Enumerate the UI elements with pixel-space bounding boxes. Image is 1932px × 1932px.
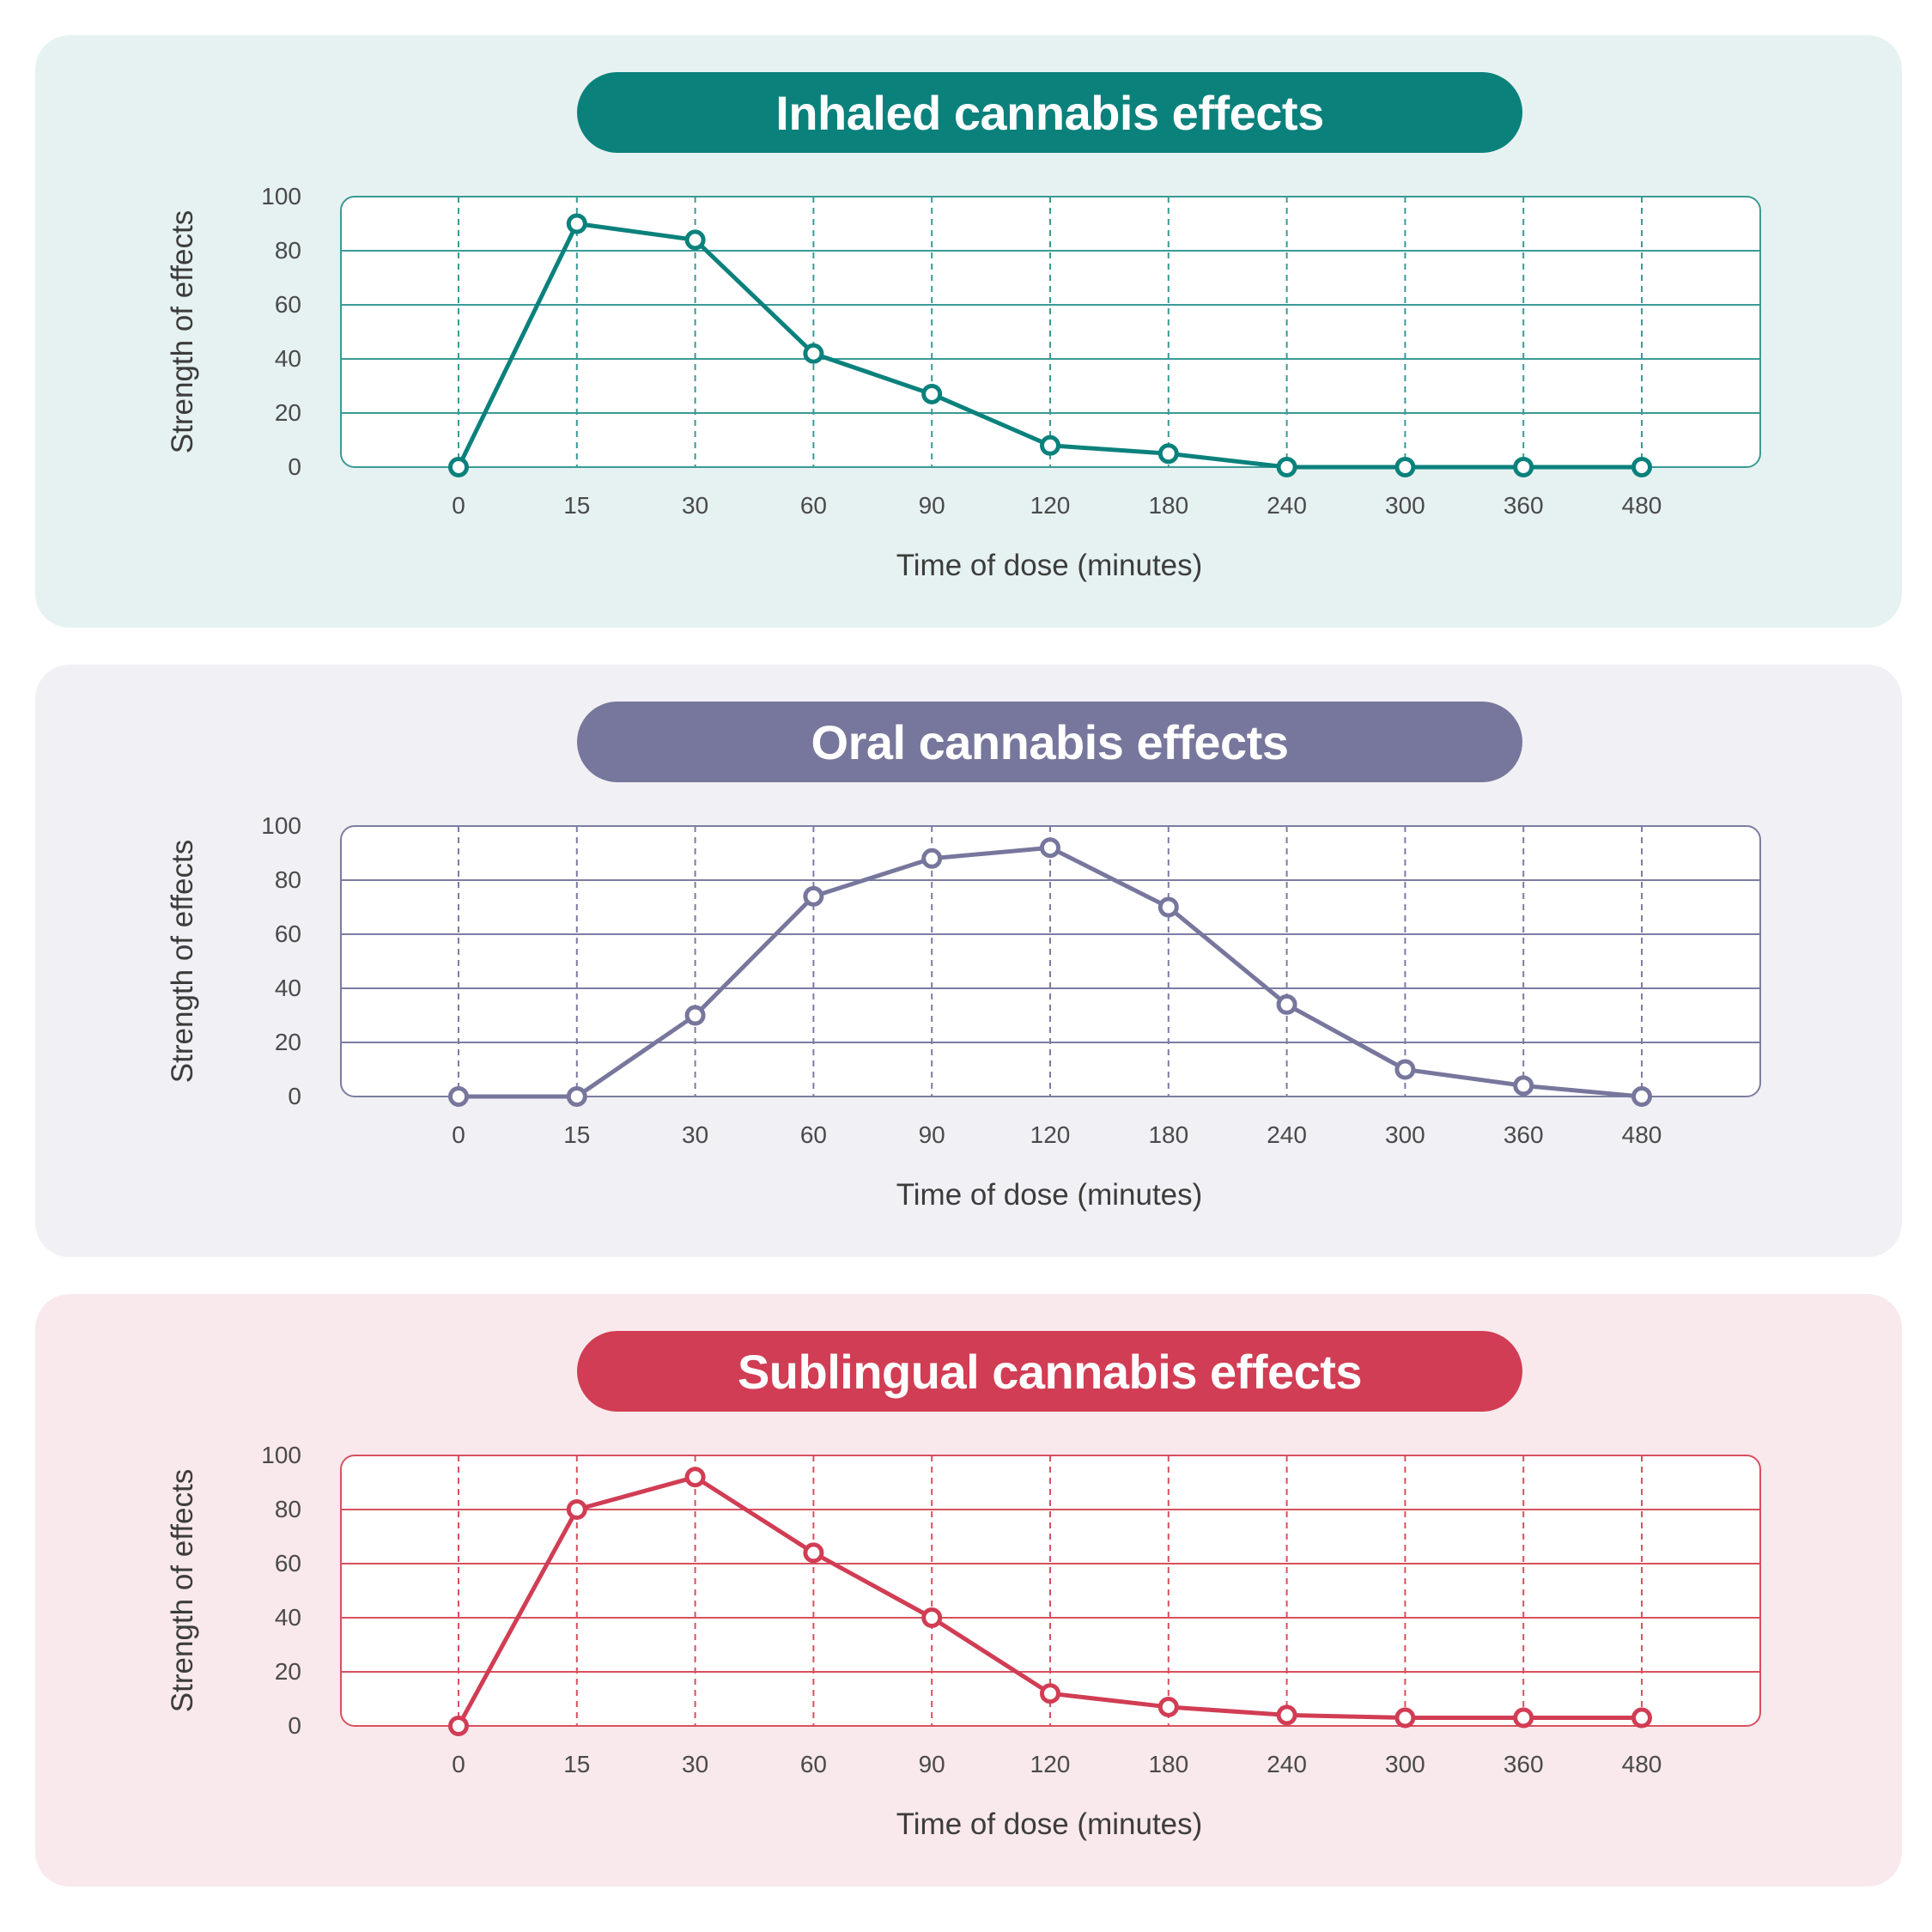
y-tick-label: 60 <box>275 920 301 947</box>
y-tick-label: 40 <box>275 1604 301 1631</box>
x-tick-label: 360 <box>1504 492 1544 519</box>
data-point <box>684 1467 706 1488</box>
x-tick-label: 60 <box>800 492 827 519</box>
x-tick-label: 360 <box>1504 1121 1544 1148</box>
x-tick-label: 0 <box>452 1121 465 1148</box>
y-tick-label: 80 <box>275 1496 301 1522</box>
y-tick-label: 60 <box>275 291 301 318</box>
data-point <box>1157 896 1179 918</box>
x-tick-label: 180 <box>1148 1751 1188 1777</box>
inhaled-line-chart: 0 20 40 60 80 100 0 15 30 60 90 120 180 240 300 360 480 T… <box>166 183 1761 582</box>
x-axis-label: Time of dose (minutes) <box>896 1178 1203 1212</box>
data-point <box>448 1716 469 1736</box>
data-point <box>684 229 706 251</box>
y-tick-label: 20 <box>275 1029 301 1055</box>
y-tick-label: 100 <box>261 1442 301 1468</box>
data-point <box>1157 443 1179 465</box>
data-point <box>1157 1696 1179 1717</box>
y-axis-label: Strength of effects <box>166 1469 199 1712</box>
data-point <box>1394 1707 1416 1728</box>
data-point <box>803 343 824 364</box>
data-point <box>1040 1683 1060 1704</box>
chart-title: Inhaled cannabis effects <box>577 72 1522 153</box>
x-tick-label: 180 <box>1148 492 1188 519</box>
oral-chart-panel: Oral cannabis effects 0 20 40 60 80 100 0 15 30 6… <box>35 665 1902 1257</box>
x-tick-label: 120 <box>1030 1121 1071 1148</box>
y-tick-label: 100 <box>261 183 301 210</box>
x-tick-label: 300 <box>1385 492 1425 519</box>
x-tick-label: 15 <box>563 1751 590 1777</box>
y-tick-label: 0 <box>288 1083 301 1109</box>
y-tick-label: 20 <box>275 1658 301 1685</box>
x-tick-label: 90 <box>919 1751 945 1777</box>
y-tick-label: 60 <box>275 1550 301 1577</box>
oral-line-chart: 0 20 40 60 80 100 0 15 30 60 90 120 180 240 300 360 480 T… <box>166 812 1761 1212</box>
data-point <box>1040 434 1060 456</box>
x-tick-label: 240 <box>1267 1751 1307 1777</box>
data-point <box>921 848 943 869</box>
data-point <box>566 1499 587 1520</box>
x-tick-label: 480 <box>1622 492 1662 519</box>
data-point <box>566 1086 587 1107</box>
data-point <box>1040 837 1060 859</box>
sublingual-line-chart: 0 20 40 60 80 100 0 15 30 60 90 120 180 240 300 360 480 T… <box>166 1442 1761 1841</box>
x-tick-label: 60 <box>800 1751 827 1777</box>
y-tick-label: 0 <box>288 453 301 480</box>
x-tick-label: 180 <box>1148 1121 1188 1148</box>
x-tick-label: 0 <box>452 492 465 519</box>
data-point <box>1276 993 1297 1015</box>
sublingual-chart-panel: Sublingual cannabis effects 0 20 40 60 80 100… <box>35 1294 1902 1886</box>
x-tick-label: 30 <box>682 1121 708 1148</box>
data-point <box>1276 1704 1297 1726</box>
data-point <box>448 457 469 477</box>
data-point <box>1513 457 1534 477</box>
data-point <box>1631 457 1652 477</box>
data-point <box>803 1542 824 1564</box>
x-tick-label: 15 <box>563 1121 590 1148</box>
data-point <box>1631 1707 1652 1728</box>
x-axis-label: Time of dose (minutes) <box>896 549 1203 582</box>
y-tick-label: 20 <box>275 399 301 426</box>
data-point <box>921 383 943 404</box>
x-tick-label: 90 <box>919 1121 945 1148</box>
data-point <box>684 1005 706 1026</box>
y-tick-label: 40 <box>275 975 301 1001</box>
x-tick-label: 240 <box>1267 492 1307 519</box>
y-tick-label: 100 <box>261 812 301 839</box>
inhaled-chart-panel: Inhaled cannabis effects 0 20 40 60 80 100 0 15… <box>35 35 1902 628</box>
x-tick-label: 360 <box>1504 1751 1544 1777</box>
x-tick-label: 300 <box>1385 1751 1425 1777</box>
x-tick-label: 60 <box>800 1121 827 1148</box>
x-tick-label: 120 <box>1030 492 1071 519</box>
x-tick-label: 90 <box>919 492 945 519</box>
data-point <box>1631 1086 1652 1107</box>
x-tick-label: 15 <box>563 492 590 519</box>
y-tick-label: 40 <box>275 345 301 372</box>
chart-title: Oral cannabis effects <box>577 702 1522 782</box>
x-tick-label: 0 <box>452 1751 465 1777</box>
data-point <box>1394 457 1416 477</box>
x-tick-label: 480 <box>1622 1121 1662 1148</box>
data-point <box>1394 1059 1416 1080</box>
x-tick-label: 120 <box>1030 1751 1071 1777</box>
data-point <box>1513 1707 1534 1728</box>
data-point <box>448 1086 469 1107</box>
y-axis-label: Strength of effects <box>166 840 199 1083</box>
y-tick-label: 0 <box>288 1712 301 1739</box>
data-point <box>803 885 824 907</box>
x-tick-label: 30 <box>682 492 708 519</box>
x-tick-label: 240 <box>1267 1121 1307 1148</box>
data-point <box>1513 1075 1534 1097</box>
data-point <box>566 213 587 234</box>
y-tick-label: 80 <box>275 866 301 893</box>
y-tick-label: 80 <box>275 237 301 264</box>
x-tick-label: 480 <box>1622 1751 1662 1777</box>
x-tick-label: 300 <box>1385 1121 1425 1148</box>
x-axis-label: Time of dose (minutes) <box>896 1807 1203 1841</box>
data-point <box>1276 457 1297 477</box>
y-axis-label: Strength of effects <box>166 210 199 453</box>
x-tick-label: 30 <box>682 1751 708 1777</box>
chart-title: Sublingual cannabis effects <box>577 1331 1522 1412</box>
data-point <box>921 1607 943 1628</box>
